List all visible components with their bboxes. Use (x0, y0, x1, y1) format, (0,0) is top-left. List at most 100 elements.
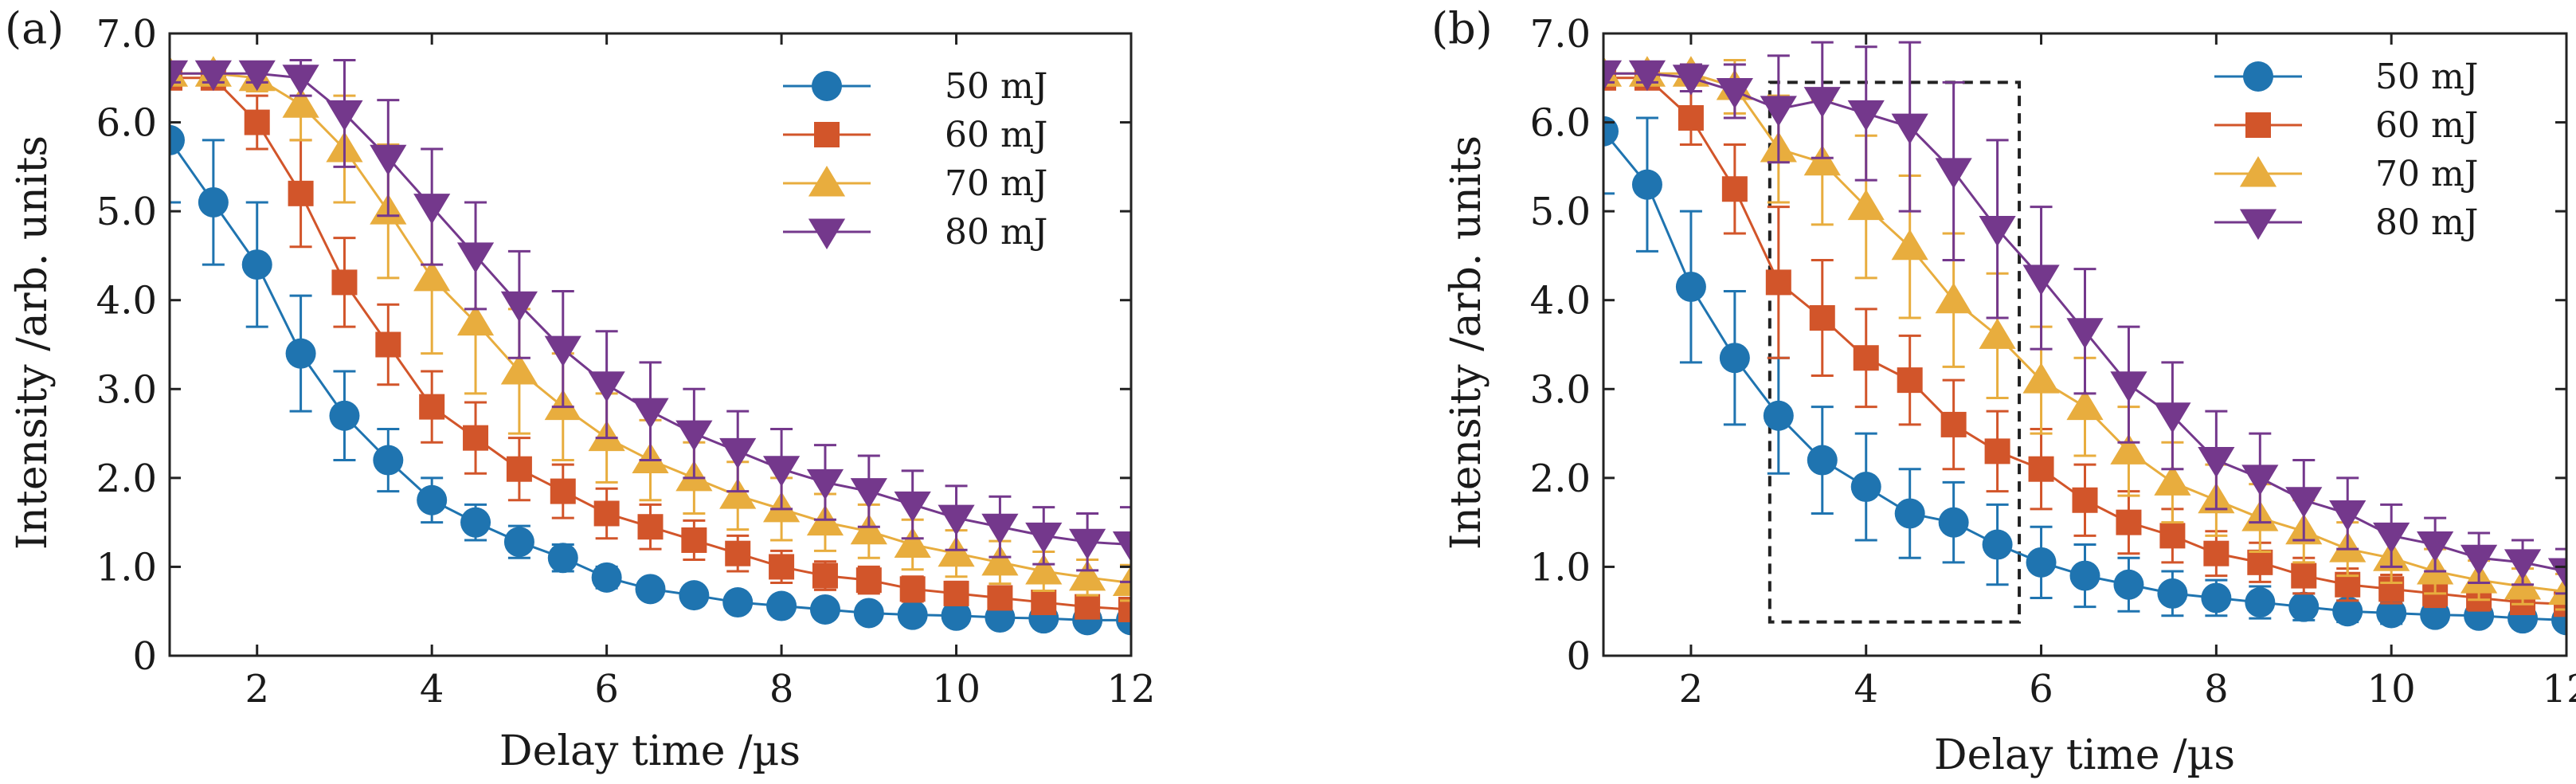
data-point (1025, 554, 1063, 585)
data-point (1935, 158, 1972, 189)
legend-label: 60 mJ (945, 115, 1047, 155)
data-point (329, 400, 360, 431)
data-point (2288, 591, 2320, 622)
data-point (1069, 559, 1106, 591)
data-point (463, 425, 489, 451)
data-point (1935, 282, 1972, 314)
data-point (1716, 78, 1753, 109)
data-point (1803, 144, 1841, 176)
data-point (1938, 507, 1969, 538)
data-point (2417, 531, 2454, 563)
data-point (2329, 500, 2367, 531)
y-axis-label: Intensity /arb. units (9, 135, 57, 550)
data-point (806, 468, 844, 500)
data-point (2373, 522, 2410, 554)
data-point (681, 527, 707, 553)
data-point (850, 478, 887, 509)
x-tick-label: 12 (1106, 667, 1155, 711)
legend-marker (2245, 112, 2271, 138)
data-point (1894, 498, 1925, 529)
data-point (853, 598, 884, 629)
y-tick-label: 0 (1566, 634, 1591, 679)
legend-label: 50 mJ (2375, 57, 2478, 97)
legend: 50 mJ 60 mJ 70 mJ 80 mJ (2214, 57, 2478, 243)
x-tick-label: 10 (932, 667, 981, 711)
data-point (456, 242, 495, 273)
data-point (632, 398, 669, 429)
legend-label: 70 mJ (2375, 154, 2478, 194)
data-point (855, 567, 882, 594)
data-point (503, 527, 534, 558)
y-tick-label: 6.0 (1530, 101, 1591, 146)
data-point (2203, 540, 2230, 566)
data-point (2110, 433, 2147, 465)
data-point (2066, 389, 2104, 421)
data-point (588, 371, 625, 402)
data-point (1897, 367, 1923, 394)
x-tick-label: 4 (1854, 667, 1878, 711)
data-point (1982, 529, 2013, 560)
data-point (2376, 598, 2407, 629)
data-point (370, 144, 407, 176)
y-tick-label: 2.0 (96, 457, 157, 501)
panel-a: 2 4 6 8 10 12 0 1.0 2.0 3.0 4.0 5.0 6.0 7.0 Delay time… (5, 3, 1156, 775)
axes-frame (168, 32, 1133, 657)
axes-frame (1602, 32, 2568, 657)
data-point (1847, 100, 1885, 131)
data-point (2028, 456, 2054, 482)
data-point (1847, 189, 1885, 221)
data-point (373, 445, 404, 476)
data-point (198, 186, 229, 218)
data-point (1603, 60, 1623, 92)
data-point (941, 600, 972, 631)
data-point (591, 562, 622, 593)
data-point (938, 535, 975, 567)
x-tick-label: 6 (2029, 667, 2053, 711)
data-point (2110, 371, 2147, 402)
series-60-mj (170, 65, 1131, 622)
plot-area (1603, 41, 2566, 636)
legend-marker (808, 166, 846, 197)
data-point (1721, 176, 1748, 202)
data-point (2285, 487, 2323, 518)
data-point (460, 507, 491, 538)
data-point (1809, 305, 1835, 331)
x-axis-label: Delay time /µs (1934, 731, 2235, 779)
data-point (809, 594, 840, 625)
data-point (1118, 596, 1131, 622)
legend-label: 70 mJ (945, 163, 1047, 204)
data-point (897, 599, 928, 630)
data-point (331, 269, 358, 296)
panel-label: (b) (1431, 3, 1493, 53)
data-point (1763, 400, 1794, 431)
data-point (2159, 523, 2186, 549)
data-point (1979, 318, 2016, 349)
data-point (1940, 411, 1967, 437)
legend-marker (2239, 156, 2277, 187)
data-point (2157, 578, 2188, 609)
data-point (1760, 96, 1797, 127)
data-point (2022, 265, 2060, 296)
data-point (2069, 560, 2100, 591)
data-point (1803, 87, 1841, 118)
x-tick-label: 2 (245, 667, 269, 711)
series-80-mj (1603, 41, 2566, 595)
data-point (2154, 465, 2191, 496)
legend-marker (2243, 61, 2273, 92)
data-point (593, 500, 620, 527)
data-point (413, 194, 451, 225)
data-point (766, 590, 797, 621)
legend-label: 60 mJ (2375, 105, 2478, 146)
data-point (1075, 594, 1101, 620)
data-point (194, 60, 232, 92)
data-point (1850, 472, 1881, 503)
data-point (899, 576, 926, 602)
data-point (1675, 271, 1706, 302)
y-tick-label: 4.0 (96, 279, 157, 323)
data-point (722, 587, 754, 618)
data-point (282, 87, 319, 118)
data-point (288, 180, 314, 206)
data-point (1112, 531, 1131, 563)
data-point (675, 420, 713, 452)
data-point (2198, 447, 2235, 478)
